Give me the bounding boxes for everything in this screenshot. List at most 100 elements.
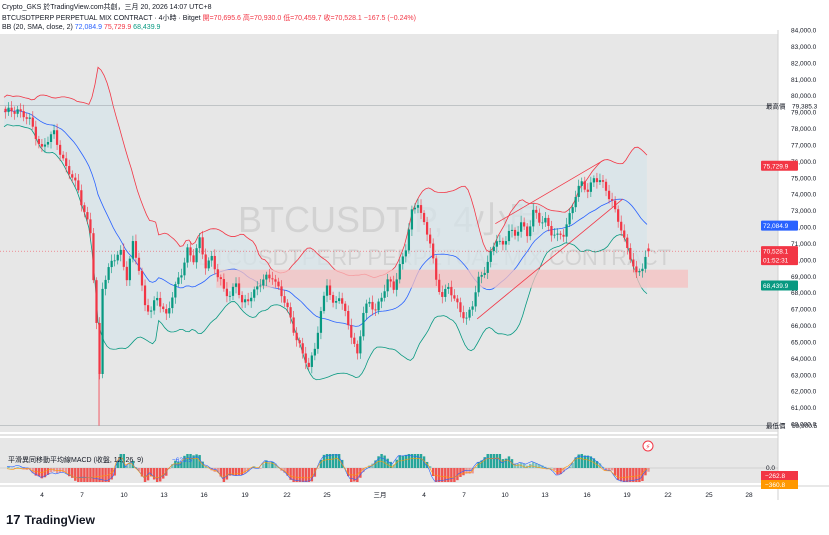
macd-bar <box>595 461 599 468</box>
candle-body <box>295 332 298 341</box>
candle-body <box>171 297 174 309</box>
bollinger-bands <box>3 66 648 381</box>
macd-bar <box>322 454 326 468</box>
macd-bar <box>298 468 301 482</box>
price-tick: 84,000.0 <box>791 28 817 35</box>
price-tick: 81,000.0 <box>791 77 817 84</box>
tradingview-logo[interactable]: 17 TradingView <box>6 512 95 527</box>
macd-bar <box>507 456 511 468</box>
symbol-name[interactable]: BTCUSDTPERP PERPETUAL MIX CONTRACT · 4小時… <box>2 15 201 22</box>
candle-body <box>365 303 368 313</box>
macd-bar <box>380 454 383 468</box>
basis-badge: 72,084.9 <box>763 223 789 230</box>
candle-body <box>186 247 189 263</box>
macd-bar <box>471 468 474 474</box>
candle-body <box>635 266 638 273</box>
macd-bar <box>535 463 538 468</box>
candle-body <box>483 272 486 275</box>
macd-bar <box>334 454 338 468</box>
price-tick: 70,000.0 <box>791 257 817 264</box>
macd-bar <box>401 455 405 468</box>
macd-bar <box>632 468 635 482</box>
macd-bar <box>325 454 329 468</box>
macd-bar <box>489 454 492 468</box>
macd-bar <box>459 468 462 477</box>
candle-body <box>83 205 86 213</box>
macd-bar <box>368 465 371 468</box>
watermark-big: BTCUSDT.P, 4小時 <box>238 199 545 240</box>
macd-bar <box>137 468 141 471</box>
macd-bar <box>95 468 98 482</box>
macd-bar <box>525 465 529 468</box>
macd-bar <box>249 468 253 469</box>
candle-body <box>46 141 50 145</box>
candle-body <box>504 241 508 245</box>
candle-body <box>37 138 40 145</box>
macd-badge-red-bg <box>761 471 798 480</box>
candle-body <box>219 277 222 280</box>
macd-bar <box>544 466 547 468</box>
bb-label[interactable]: BB (20, SMA, close, 2) <box>2 24 73 31</box>
macd-bar <box>301 468 304 482</box>
candle-body <box>465 317 468 319</box>
macd-bar <box>513 463 517 468</box>
candle-body <box>456 298 459 303</box>
macd-bar <box>155 468 159 482</box>
candle-body <box>550 225 553 236</box>
time-tick: 25 <box>705 492 713 499</box>
candle-body <box>629 247 632 260</box>
macd-bar <box>347 468 350 477</box>
macd-bar <box>586 455 590 468</box>
candle-body <box>195 248 198 263</box>
macd-bar <box>598 463 602 468</box>
macd-bar <box>183 455 186 468</box>
macd-bar <box>113 468 116 476</box>
candle-body <box>98 322 101 374</box>
candle-body <box>507 230 511 242</box>
price-tick: 66,000.0 <box>791 323 817 330</box>
candle-body <box>432 243 435 259</box>
price-tick: 82,000.0 <box>791 60 817 67</box>
macd-bar <box>277 467 280 468</box>
candle-body <box>416 205 420 208</box>
macd-bar <box>416 454 420 468</box>
time-tick: 22 <box>283 492 291 499</box>
ohlc-open: 開=70,695.6 <box>202 15 241 22</box>
macd-bar <box>389 461 392 468</box>
high-value: 79,385.3 <box>792 103 818 110</box>
macd-bar <box>216 468 220 473</box>
candle-body <box>535 209 538 213</box>
macd-line <box>7 454 648 482</box>
macd-bar <box>474 467 477 468</box>
macd-bar <box>37 468 41 477</box>
macd-bar <box>225 468 229 480</box>
macd-bar <box>240 468 244 475</box>
candle-body <box>334 301 338 303</box>
macd-bar <box>425 461 429 468</box>
macd-bar <box>237 468 241 476</box>
macd-bar <box>610 468 614 471</box>
high-label: 最高價 <box>766 101 786 110</box>
candle-body <box>259 285 262 287</box>
macd-bar <box>492 454 496 468</box>
macd-bar <box>256 467 259 469</box>
macd-bar <box>186 454 189 468</box>
macd-bar <box>365 467 368 469</box>
macd-bar <box>234 468 238 476</box>
macd-bar <box>22 468 25 470</box>
macd-bar <box>519 462 523 468</box>
macd-bar <box>392 464 395 468</box>
time-tick: 4 <box>40 492 44 499</box>
macd-bar <box>528 463 532 468</box>
candle-body <box>359 336 362 354</box>
macd-bar <box>271 461 274 468</box>
candle-body <box>322 295 326 312</box>
macd-bar <box>34 468 38 476</box>
macd-bar <box>437 468 441 482</box>
time-tick: 16 <box>200 492 208 499</box>
candle-body <box>316 332 320 349</box>
macd-bar <box>434 468 438 482</box>
candle-body <box>116 254 119 261</box>
